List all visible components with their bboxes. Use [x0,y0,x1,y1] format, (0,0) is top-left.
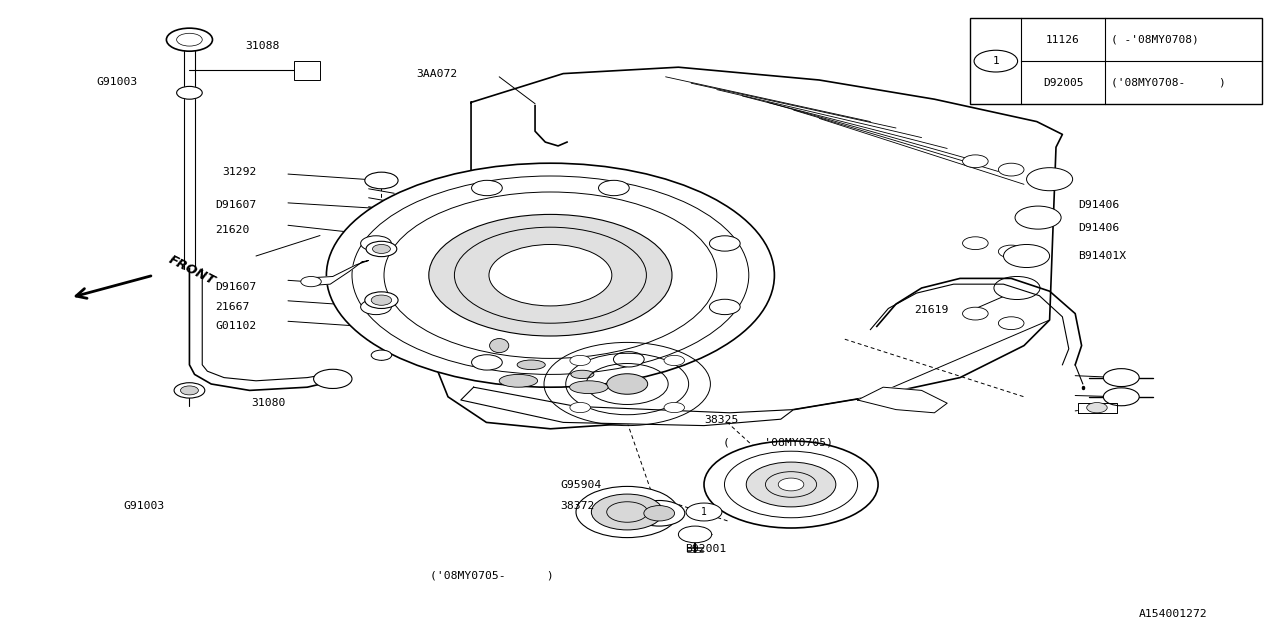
Text: 11126: 11126 [1046,35,1080,45]
Circle shape [372,244,390,253]
Circle shape [570,403,590,413]
Circle shape [998,163,1024,176]
Circle shape [1015,206,1061,229]
Text: 1: 1 [992,56,1000,66]
Bar [970,18,1262,104]
Text: ( -'08MY0708): ( -'08MY0708) [1111,35,1199,45]
Text: A154001272: A154001272 [1139,609,1208,620]
Circle shape [371,295,392,305]
Text: D92005: D92005 [1043,77,1083,88]
Circle shape [599,180,630,196]
Circle shape [471,355,502,370]
Circle shape [746,462,836,507]
Circle shape [429,214,672,336]
Polygon shape [311,260,369,285]
Text: 21619: 21619 [914,305,948,315]
Circle shape [613,351,644,367]
Text: 1: 1 [701,507,707,517]
Circle shape [361,236,392,251]
Polygon shape [858,387,947,413]
Text: 31292: 31292 [223,166,257,177]
Circle shape [174,383,205,398]
Circle shape [371,350,392,360]
Polygon shape [429,67,1062,429]
Circle shape [709,236,740,251]
Circle shape [963,155,988,168]
Circle shape [1030,174,1056,187]
Circle shape [314,369,352,388]
Circle shape [963,307,988,320]
Ellipse shape [517,360,545,370]
Circle shape [998,245,1024,258]
Text: B91401X: B91401X [1078,251,1126,261]
Text: D91406: D91406 [1078,223,1119,233]
Text: 21667: 21667 [215,302,250,312]
Circle shape [591,494,663,530]
Text: ('08MY0705-      ): ('08MY0705- ) [430,571,554,581]
Ellipse shape [570,381,608,394]
Text: 31080: 31080 [251,398,285,408]
Circle shape [471,180,502,196]
Text: 31088: 31088 [246,41,280,51]
Ellipse shape [489,339,509,353]
Circle shape [664,355,685,365]
Circle shape [489,244,612,306]
Text: FRONT: FRONT [166,253,218,288]
Polygon shape [1078,403,1117,413]
Text: 21620: 21620 [215,225,250,236]
Circle shape [963,237,988,250]
Polygon shape [461,387,794,426]
Text: G91003: G91003 [96,77,137,87]
Circle shape [704,441,878,528]
Circle shape [326,163,774,387]
Circle shape [664,403,685,413]
Text: 3AA072: 3AA072 [416,68,457,79]
Circle shape [1027,168,1073,191]
Text: ('08MY0708-     ): ('08MY0708- ) [1111,77,1226,88]
Text: G01102: G01102 [215,321,256,332]
Circle shape [607,374,648,394]
Circle shape [1103,388,1139,406]
Circle shape [576,486,678,538]
Circle shape [1103,369,1139,387]
Circle shape [778,478,804,491]
Text: 38372: 38372 [561,500,595,511]
Text: B92001: B92001 [685,544,726,554]
Circle shape [301,276,321,287]
Bar [294,61,320,80]
Circle shape [1004,244,1050,268]
Circle shape [365,172,398,189]
Circle shape [686,503,722,521]
Circle shape [570,355,590,365]
Circle shape [634,500,685,526]
Circle shape [180,386,198,395]
Ellipse shape [499,374,538,387]
Circle shape [361,300,392,315]
Circle shape [644,506,675,521]
Circle shape [709,300,740,315]
Text: D91607: D91607 [215,200,256,210]
Circle shape [998,317,1024,330]
Text: D91406: D91406 [1078,200,1119,210]
Circle shape [995,276,1039,300]
Text: D91607: D91607 [215,282,256,292]
Circle shape [366,241,397,257]
Circle shape [365,292,398,308]
Text: 38325: 38325 [704,415,739,425]
Text: G95904: G95904 [561,480,602,490]
Circle shape [166,28,212,51]
Circle shape [177,86,202,99]
Text: (    -'08MY0705): ( -'08MY0705) [723,438,833,448]
Circle shape [678,526,712,543]
Text: G91003: G91003 [123,500,164,511]
Ellipse shape [571,370,594,379]
Circle shape [1087,403,1107,413]
